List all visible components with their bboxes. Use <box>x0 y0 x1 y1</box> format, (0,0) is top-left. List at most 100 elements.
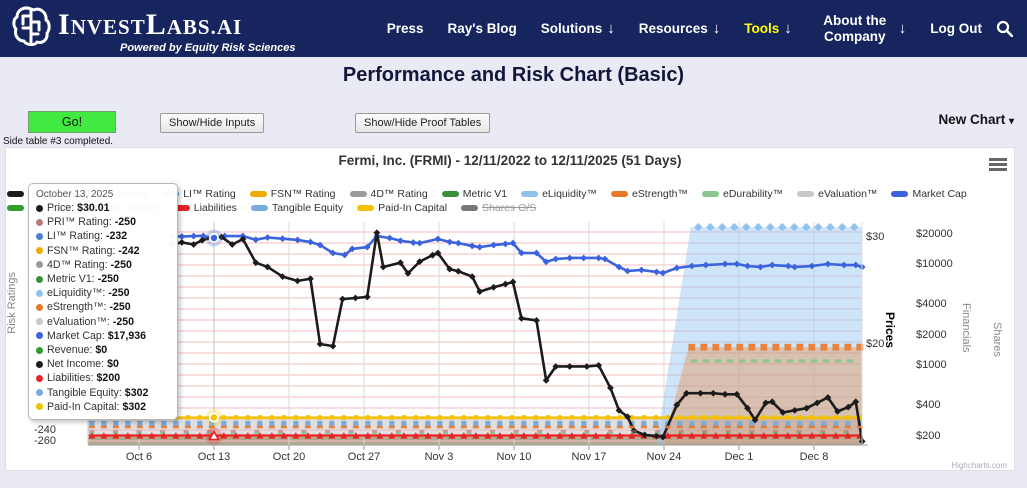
legend-marker-icon <box>702 191 719 197</box>
search-icon[interactable] <box>996 20 1013 37</box>
dropdown-arrow-icon: ↓ <box>898 20 907 37</box>
go-button[interactable]: Go! <box>28 111 116 133</box>
highcharts-credits: Highcharts.com <box>951 461 1007 470</box>
nav-item-label: About the Company <box>823 12 887 44</box>
chart-context-menu-icon[interactable] <box>989 158 1007 172</box>
tooltip-row-metric-v1: Metric V1: -250 <box>36 272 169 286</box>
tooltip-row-market-cap: Market Cap: $17,936 <box>36 329 169 343</box>
prices-axis-label: $30 <box>866 231 885 243</box>
tooltip-row-estrength: eStrength™: -250 <box>36 300 169 314</box>
main-navigation: Press Ray's Blog Solutions ↓ Resources ↓ Tools… <box>387 13 982 44</box>
tooltip-bullet-icon <box>36 318 43 326</box>
legend-label: Liabilities <box>193 202 237 214</box>
tooltip-row-tangible-equity: Tangible Equity: $302 <box>36 386 169 400</box>
logo-name: INVESTLABS.AI <box>58 7 243 41</box>
tooltip-bullet-icon <box>36 275 43 283</box>
risk-axis-label: -240 <box>33 424 56 436</box>
tooltip-row-evaluation: eValuation™: -250 <box>36 315 169 329</box>
nav-item-solutions[interactable]: Solutions ↓ <box>541 20 615 37</box>
legend-marker-icon <box>521 191 539 197</box>
legend-label: 4D™ Rating <box>370 188 428 200</box>
legend-item-evaluation[interactable]: eValuation™ <box>797 188 877 200</box>
page-title: Performance and Risk Chart (Basic) <box>342 64 685 86</box>
x-axis-label-nov-3: Nov 3 <box>424 451 454 463</box>
show-hide-proof-tables-button[interactable]: Show/Hide Proof Tables <box>355 113 491 133</box>
legend-label: Tangible Equity <box>271 202 344 214</box>
tooltip-bullet-icon <box>36 346 43 354</box>
chart-title: Fermi, Inc. (FRMI) - 12/11/2022 to 12/11… <box>338 153 682 168</box>
legend-item-shares-o-s[interactable]: Shares O/S <box>461 202 536 214</box>
legend-marker-icon <box>7 191 24 197</box>
legend-marker-icon <box>441 191 459 197</box>
legend-marker-icon <box>797 191 815 197</box>
legend-item-market-cap[interactable]: Market Cap <box>891 188 967 200</box>
legend-item-paid-in-capital[interactable]: Paid-In Capital <box>357 202 447 214</box>
legend-item-4d-rating[interactable]: 4D™ Rating <box>349 188 428 200</box>
legend-label: LI™ Rating <box>183 188 236 200</box>
x-axis-label-nov-24: Nov 24 <box>646 451 682 463</box>
tooltip-bullet-icon <box>36 261 43 269</box>
nav-item-log-out[interactable]: Log Out <box>930 21 982 37</box>
dropdown-arrow-icon: ↓ <box>784 20 792 37</box>
x-axis-label-oct-13: Oct 13 <box>197 451 231 463</box>
legend-marker-icon <box>249 191 267 197</box>
legend-item-fsn-rating[interactable]: FSN™ Rating <box>249 188 336 200</box>
legend-label: eStrength™ <box>631 188 688 200</box>
tooltip-row-net-income: Net Income: $0 <box>36 357 169 371</box>
tooltip-bullet-icon <box>36 375 43 383</box>
tooltip-row-fsn-rating: FSN™ Rating: -242 <box>36 244 169 258</box>
nav-item-press[interactable]: Press <box>387 21 424 37</box>
legend-label: Metric V1 <box>462 188 508 200</box>
nav-item-ray-s-blog[interactable]: Ray's Blog <box>447 21 516 37</box>
tooltip-bullet-icon <box>36 204 43 212</box>
legend-item-eliquidity[interactable]: eLiquidity™ <box>521 188 597 200</box>
brain-logo-icon <box>10 4 52 53</box>
tooltip-row-revenue: Revenue: $0 <box>36 343 169 357</box>
nav-item-about-the-company[interactable]: About the Company ↓ <box>816 12 907 44</box>
tooltip-row-liabilities: Liabilities: $200 <box>36 371 169 385</box>
tooltip-bullet-icon <box>36 332 43 340</box>
x-axis-label-oct-27: Oct 27 <box>347 451 381 463</box>
financials-axis-label: $4000 <box>916 298 947 311</box>
legend-item-liabilities[interactable]: Liabilities <box>172 202 237 214</box>
new-chart-dropdown[interactable]: New Chart ▾ <box>938 112 1014 127</box>
x-axis-label-nov-10: Nov 10 <box>496 451 532 463</box>
x-axis-label-dec-1: Dec 1 <box>724 451 754 463</box>
nav-item-resources[interactable]: Resources ↓ <box>639 20 721 37</box>
tooltip-bullet-icon <box>36 218 43 226</box>
financials-axis-label: $1000 <box>916 359 947 371</box>
nav-item-label: Resources <box>638 20 708 36</box>
tooltip-bullet-icon <box>36 360 43 368</box>
tooltip-row-price: Price: $30.01 <box>36 201 169 215</box>
legend-label: Market Cap <box>912 188 967 200</box>
tooltip-bullet-icon <box>36 247 43 255</box>
legend-item-tangible-equity[interactable]: Tangible Equity <box>250 202 344 214</box>
caret-down-icon: ▾ <box>1008 116 1014 127</box>
prices-axis-label: $20 <box>866 338 885 350</box>
financials-axis-label: $2000 <box>916 328 947 341</box>
legend-item-metric-v1[interactable]: Metric V1 <box>441 188 508 200</box>
tooltip-bullet-icon <box>36 304 43 312</box>
financials-axis-label: $200 <box>916 429 941 442</box>
tooltip-row-pri-rating: PRI™ Rating: -250 <box>36 215 169 229</box>
legend-label: eLiquidity™ <box>542 188 597 200</box>
legend-marker-icon <box>610 191 628 197</box>
x-axis-label-dec-8: Dec 8 <box>799 451 829 463</box>
x-axis-label-nov-17: Nov 17 <box>571 451 607 463</box>
financials-axis-label: $20000 <box>916 227 953 240</box>
chart-tooltip: October 13, 2025 Price: $30.01 PRI™ Rating… <box>28 183 178 421</box>
legend-marker-icon <box>349 191 367 197</box>
show-hide-inputs-button[interactable]: Show/Hide Inputs <box>160 113 265 133</box>
nav-item-tools[interactable]: Tools ↓ <box>744 20 792 37</box>
financials-axis-label: $400 <box>916 399 941 412</box>
legend-label: Shares O/S <box>482 202 537 214</box>
tooltip-row-paid-in-capital: Paid-In Capital: $302 <box>36 400 169 414</box>
legend-item-estrength[interactable]: eStrength™ <box>610 188 688 200</box>
legend-item-edurability[interactable]: eDurability™ <box>702 188 783 200</box>
go-status-text: Side table #3 completed. <box>3 136 114 147</box>
logo[interactable]: INVESTLABS.AI Powered by Equity Risk Sci… <box>10 4 295 54</box>
logo-tagline: Powered by Equity Risk Sciences <box>120 41 296 54</box>
legend-label: Paid-In Capital <box>378 202 448 214</box>
legend-label: FSN™ Rating <box>270 188 336 200</box>
